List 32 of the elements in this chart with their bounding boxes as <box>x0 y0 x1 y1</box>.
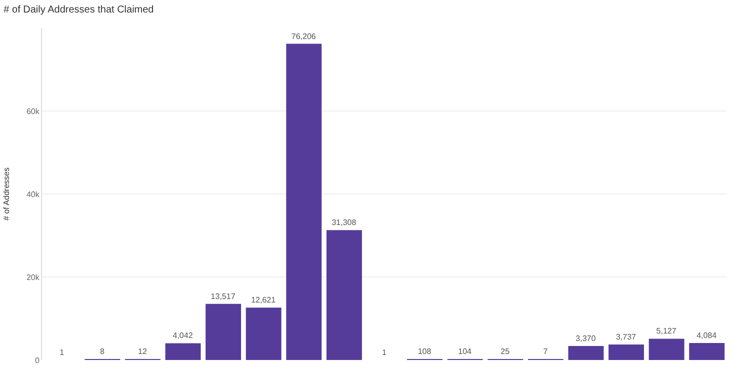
data-label: 12 <box>138 347 148 356</box>
data-label: 1 <box>382 348 387 357</box>
bar <box>246 308 282 360</box>
data-label: 3,737 <box>616 332 637 342</box>
bar <box>689 343 725 360</box>
bar <box>286 44 322 360</box>
bar <box>206 304 242 360</box>
data-label: 13,517 <box>210 292 236 301</box>
bar <box>165 343 201 360</box>
y-axis-title: # of Addresses <box>2 168 12 220</box>
data-label: 1 <box>60 348 65 357</box>
data-label: 3,370 <box>576 334 596 344</box>
y-tick-label: 60k <box>26 106 40 116</box>
data-label: 31,308 <box>332 218 357 228</box>
chart-title: # of Daily Addresses that Claimed <box>4 4 154 16</box>
bar <box>608 344 644 360</box>
y-tick-label: 20k <box>26 272 40 282</box>
data-label: 4,042 <box>172 331 194 340</box>
data-label: 104 <box>458 347 472 356</box>
data-label: 12,621 <box>251 296 276 305</box>
data-label: 8 <box>100 347 105 356</box>
y-tick-label: 0 <box>34 356 40 365</box>
data-label: 76,206 <box>291 32 316 41</box>
data-label: 108 <box>418 347 432 356</box>
data-label: 4,084 <box>696 331 718 340</box>
y-tick-label: 40k <box>26 190 40 199</box>
data-label: 7 <box>543 347 548 356</box>
data-label: 25 <box>500 347 510 356</box>
data-label: 5,127 <box>656 326 677 336</box>
bar <box>326 230 362 360</box>
bar <box>648 338 684 360</box>
bar <box>568 346 604 360</box>
